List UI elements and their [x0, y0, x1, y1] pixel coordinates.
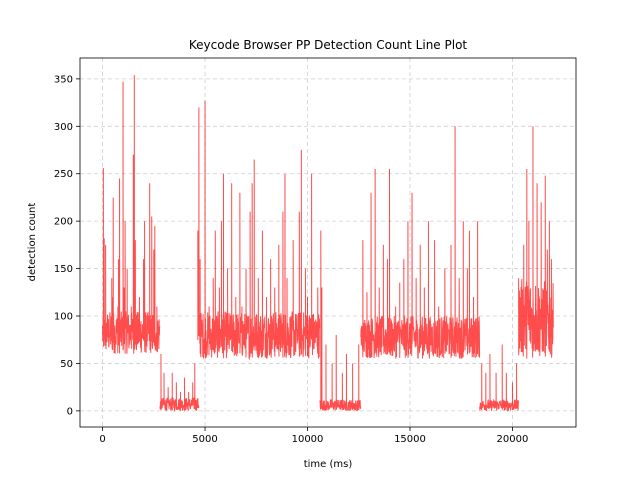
plot-area	[102, 75, 554, 413]
y-tick-label: 0	[67, 406, 73, 417]
y-tick-label: 100	[54, 312, 73, 323]
x-tick-label: 0	[99, 434, 105, 445]
detection-count-line	[197, 100, 321, 361]
detection-count-line	[360, 126, 481, 359]
x-tick-label: 20000	[497, 434, 529, 445]
chart-title: Keycode Browser PP Detection Count Line …	[189, 38, 468, 52]
y-tick-label: 50	[60, 359, 73, 370]
x-tick-label: 10000	[292, 434, 324, 445]
x-tick-label: 5000	[192, 434, 217, 445]
detection-count-line	[102, 75, 161, 354]
y-tick-label: 350	[54, 74, 73, 85]
detection-count-line	[319, 230, 362, 412]
detection-count-line	[479, 344, 520, 412]
y-tick-label: 250	[54, 169, 73, 180]
grid	[80, 58, 576, 427]
detection-count-line	[518, 126, 554, 359]
axes-frame	[79, 57, 577, 428]
x-tick-label: 15000	[394, 434, 426, 445]
detection-count-line	[159, 353, 200, 413]
y-tick-label: 300	[54, 122, 73, 133]
y-tick-label: 200	[54, 217, 73, 228]
y-tick-label: 150	[54, 264, 73, 275]
y-axis: 0 50 100 150 200 250 300 350	[54, 74, 80, 417]
y-axis-label: detection count	[27, 203, 38, 282]
x-axis-label: time (ms)	[304, 459, 353, 470]
x-axis: 0 5000 10000 15000 20000	[99, 427, 528, 445]
